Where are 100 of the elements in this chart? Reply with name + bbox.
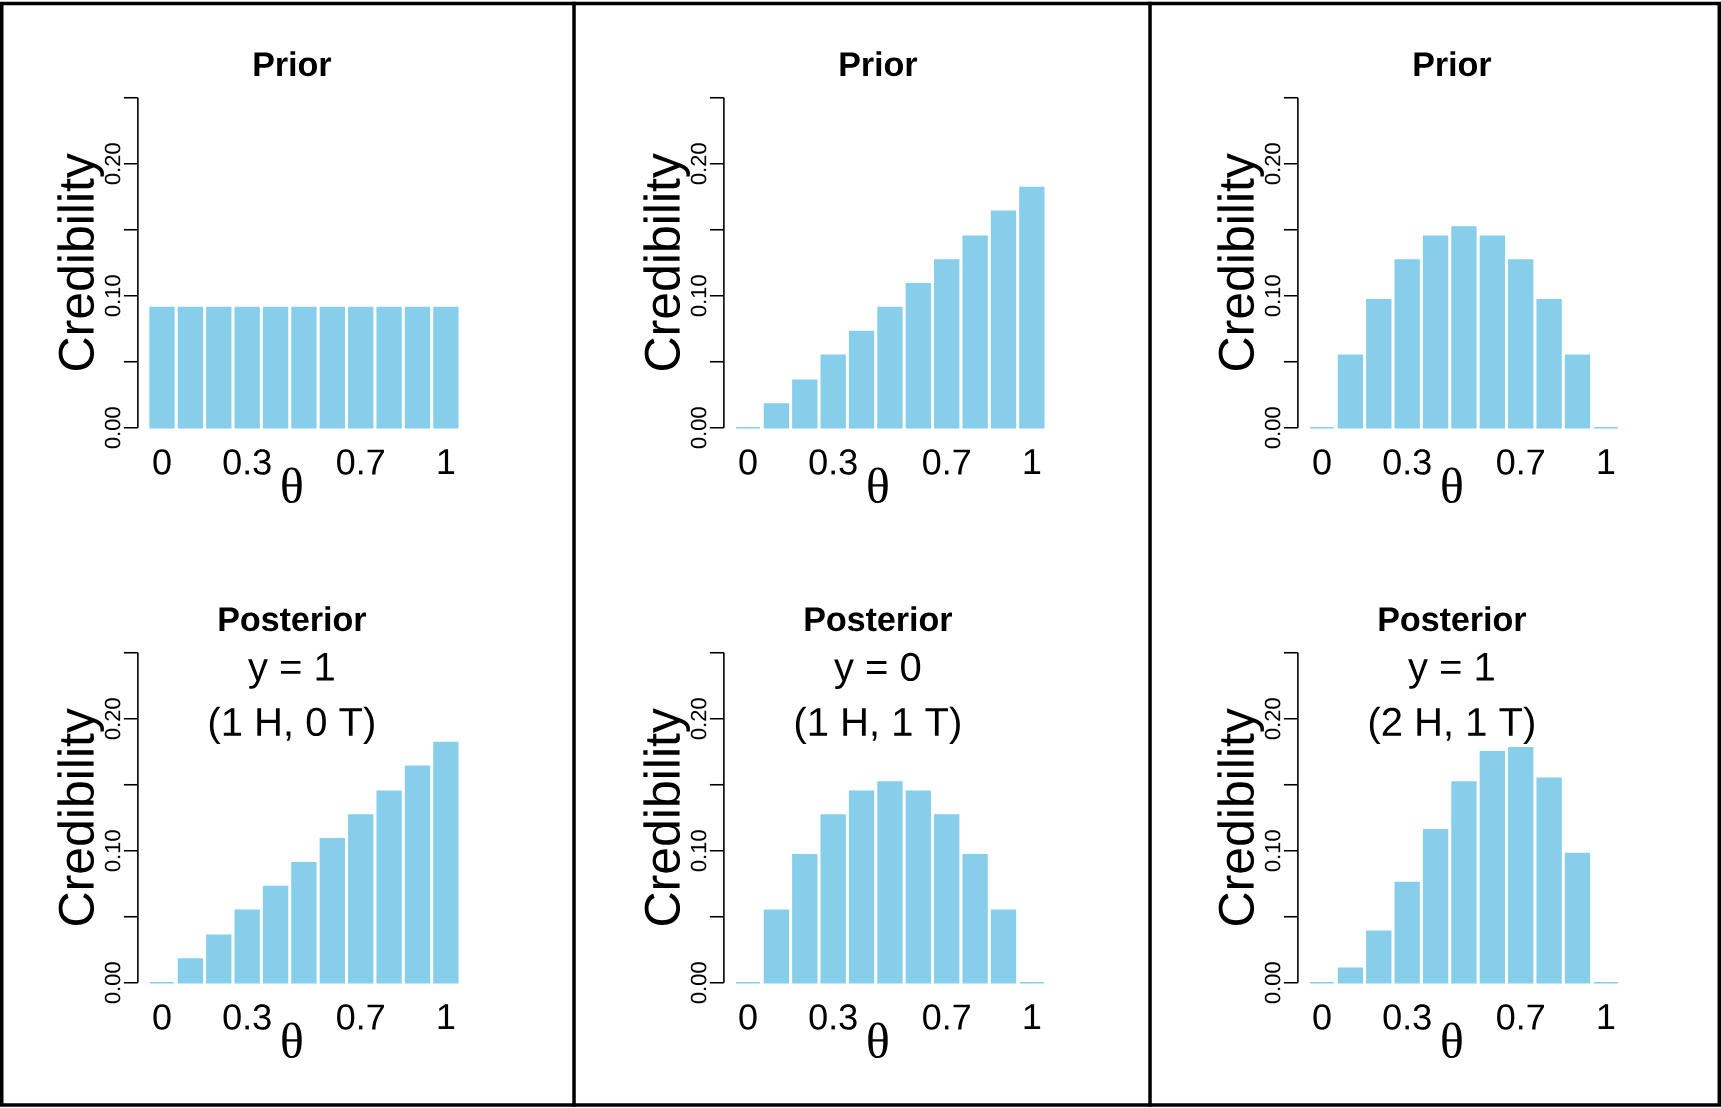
x-tick-label: 0.7 [923, 1004, 970, 1030]
y-tick-label: 0.00 [690, 961, 707, 1004]
x-tick-label: 0.7 [1497, 1004, 1544, 1030]
bar [877, 781, 903, 984]
y-axis-title: Credibility [57, 707, 104, 925]
bar [820, 354, 846, 429]
bar [1451, 781, 1477, 984]
bar [1019, 186, 1045, 429]
bar [1451, 226, 1477, 429]
y-axis-title: Credibility [57, 152, 104, 370]
x-tick-label: 0 [153, 1004, 171, 1030]
x-tick-label: 0 [739, 449, 757, 475]
y-axis-title: Credibility [643, 152, 690, 370]
y-tick-label: 0.10 [104, 274, 121, 317]
chart-title: Posterior [219, 606, 366, 631]
x-tick-label: 0.3 [223, 449, 271, 475]
bar [962, 235, 988, 429]
x-axis-title: θ [1442, 467, 1462, 503]
x-tick-label: 0.7 [923, 449, 970, 475]
x-axis-title: θ [868, 467, 888, 503]
bar [1394, 259, 1420, 429]
x-tick-label: 1 [1598, 1004, 1615, 1029]
y-tick-label: 0.10 [1264, 829, 1281, 872]
bar [905, 790, 931, 984]
bar [1536, 777, 1562, 984]
y-tick-label: 0.20 [1264, 697, 1281, 740]
y-tick-label: 0.00 [690, 406, 707, 449]
x-tick-label: 0.3 [809, 449, 857, 475]
x-tick-label: 1 [1598, 449, 1615, 474]
y-tick-label: 0.20 [104, 142, 121, 185]
y-tick-label: 0.20 [1264, 142, 1281, 185]
y-tick-label: 0.10 [690, 829, 707, 872]
bar [206, 934, 232, 984]
bar [234, 909, 260, 984]
bar [404, 765, 431, 984]
bar [376, 790, 402, 984]
chart-title: Posterior [805, 606, 952, 631]
bar [1508, 259, 1534, 429]
x-tick-label: 1 [1024, 449, 1041, 474]
bar [990, 210, 1017, 429]
annotation: (2 H, 1 T) [1369, 706, 1534, 744]
chart-title: Prior [254, 51, 332, 76]
bar [177, 957, 204, 984]
bar [1394, 881, 1420, 984]
bar [348, 814, 374, 984]
bar [1366, 930, 1392, 984]
chart-title: Prior [840, 51, 918, 76]
bar [792, 379, 818, 429]
x-axis-title: θ [282, 1022, 302, 1058]
bar [1479, 750, 1506, 984]
bar [1422, 828, 1449, 984]
chart-title: Prior [1414, 51, 1492, 76]
bar [1536, 298, 1562, 429]
x-axis-title: θ [868, 1022, 888, 1058]
annotation: (1 H, 1 T) [795, 706, 960, 744]
bar [1422, 235, 1449, 429]
bar [848, 330, 875, 429]
y-tick-label: 0.20 [690, 697, 707, 740]
bar [291, 861, 317, 984]
bar [1366, 298, 1392, 429]
y-tick-label: 0.00 [1264, 961, 1281, 1004]
bar [1479, 235, 1506, 429]
bar [1564, 852, 1591, 984]
y-tick-label: 0.20 [104, 697, 121, 740]
x-tick-label: 0.7 [1497, 449, 1544, 475]
bar [1337, 354, 1364, 429]
bar [262, 885, 289, 984]
annotation: (1 H, 0 T) [209, 706, 374, 744]
bar [433, 741, 459, 984]
bar [848, 790, 875, 984]
x-tick-label: 0.3 [1383, 449, 1431, 475]
chart-title: Posterior [1379, 606, 1527, 631]
bar [990, 909, 1017, 984]
bar [763, 402, 790, 429]
bar [792, 853, 818, 984]
bar [1337, 967, 1364, 984]
x-tick-label: 1 [438, 449, 455, 474]
x-tick-label: 0.3 [809, 1004, 857, 1030]
y-tick-label: 0.00 [104, 961, 121, 1004]
bar [877, 306, 903, 429]
bar [905, 282, 931, 429]
bar [319, 837, 345, 984]
annotation: y = 1 [1408, 652, 1494, 689]
y-tick-label: 0.10 [690, 274, 707, 317]
y-axis-title: Credibility [1217, 707, 1264, 925]
x-tick-label: 0.7 [337, 449, 384, 475]
y-tick-label: 0.10 [1264, 274, 1281, 317]
y-tick-label: 0.10 [104, 829, 121, 872]
bar [962, 853, 988, 984]
y-tick-label: 0.00 [1264, 406, 1281, 449]
bar [1508, 746, 1534, 984]
annotation: y = 0 [834, 652, 921, 689]
y-tick-label: 0.00 [104, 406, 121, 449]
annotation: y = 1 [248, 652, 334, 689]
x-tick-label: 0 [739, 1004, 757, 1030]
x-axis-title: θ [282, 467, 302, 503]
y-axis-title: Credibility [1217, 152, 1264, 370]
x-tick-label: 0.3 [223, 1004, 271, 1030]
bar [934, 814, 960, 984]
y-tick-label: 0.20 [690, 142, 707, 185]
